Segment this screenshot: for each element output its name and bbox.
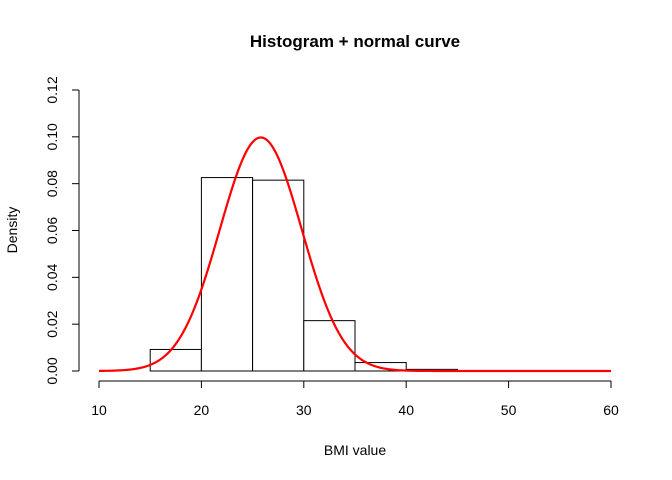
x-axis-label: BMI value <box>324 442 386 458</box>
x-tick-label-40: 40 <box>398 402 414 418</box>
y-tick-label-1: 0.02 <box>44 310 60 337</box>
histogram-bar-3 <box>252 179 305 372</box>
histogram-bars <box>149 177 561 372</box>
y-tick-label-5: 0.10 <box>44 123 60 150</box>
y-tick-label-2: 0.04 <box>44 263 60 290</box>
y-tick-label-3: 0.06 <box>44 217 60 244</box>
y-tick-label-6: 0.12 <box>44 76 60 103</box>
y-tick-label-0: 0.00 <box>44 357 60 384</box>
y-axis: 0.00 0.02 0.04 0.06 0.08 0.10 0.12 <box>44 76 80 385</box>
histogram-bar-2 <box>200 177 254 372</box>
x-tick-label-30: 30 <box>296 402 312 418</box>
y-tick-label-4: 0.08 <box>44 170 60 197</box>
chart-title: Histogram + normal curve <box>250 32 460 51</box>
normal-curve <box>98 136 611 373</box>
x-tick-label-50: 50 <box>501 402 517 418</box>
y-axis-label: Density <box>4 207 20 254</box>
x-axis: 10 20 30 40 50 60 <box>91 380 619 418</box>
x-tick-label-60: 60 <box>603 402 619 418</box>
x-tick-label-20: 20 <box>194 402 210 418</box>
x-tick-label-10: 10 <box>91 402 107 418</box>
